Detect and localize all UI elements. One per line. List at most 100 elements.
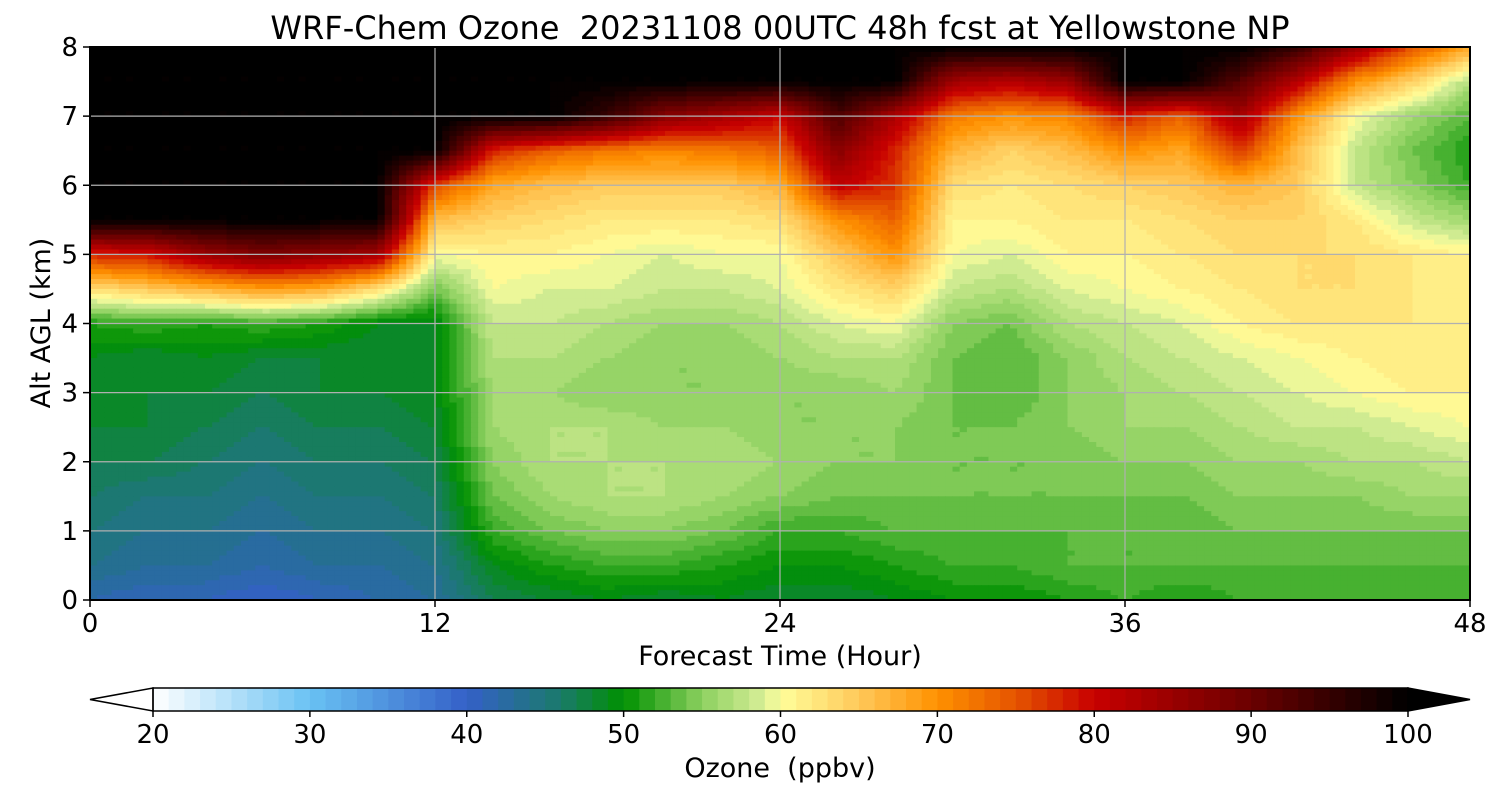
- ozone-cell: [1268, 101, 1277, 107]
- ozone-cell: [413, 111, 422, 117]
- ozone-cell: [1347, 47, 1356, 53]
- ozone-cell: [406, 145, 415, 152]
- ozone-cell: [190, 170, 199, 176]
- ozone-cell: [1268, 96, 1277, 102]
- ozone-cell: [1182, 91, 1191, 97]
- ozone-cell: [557, 170, 565, 176]
- ozone-cell: [700, 121, 709, 127]
- ozone-cell: [1419, 145, 1428, 152]
- ozone-cell: [952, 140, 961, 147]
- ozone-cell: [708, 86, 716, 93]
- ozone-cell: [478, 71, 486, 78]
- ozone-cell: [470, 121, 479, 127]
- ozone-cell: [262, 165, 271, 172]
- ozone-cell: [341, 106, 350, 112]
- ozone-cell: [514, 91, 522, 97]
- ozone-cell: [1311, 121, 1320, 127]
- ozone-cell: [140, 96, 149, 102]
- ozone-cell: [729, 126, 738, 132]
- ozone-cell: [1038, 106, 1047, 112]
- ozone-cell: [1319, 101, 1327, 107]
- ozone-cell: [621, 155, 630, 162]
- ozone-cell: [1347, 76, 1356, 83]
- ozone-cell: [140, 155, 149, 162]
- ozone-cell: [1232, 47, 1241, 53]
- ozone-cell: [1326, 135, 1335, 142]
- ozone-cell: [808, 51, 817, 58]
- ozone-cell: [140, 121, 149, 127]
- ozone-cell: [844, 135, 853, 142]
- ozone-cell: [1283, 106, 1291, 112]
- ozone-cell: [442, 86, 450, 93]
- ozone-cell: [672, 145, 680, 152]
- ozone-cell: [291, 91, 300, 97]
- ozone-cell: [212, 121, 220, 127]
- ozone-cell: [585, 165, 594, 172]
- ozone-cell: [542, 170, 551, 176]
- ozone-cell: [312, 111, 321, 117]
- ozone-cell: [514, 101, 522, 107]
- ozone-cell: [700, 126, 709, 132]
- ozone-cell: [1125, 145, 1133, 152]
- ozone-cell: [837, 86, 846, 93]
- ozone-cell: [607, 140, 616, 147]
- ozone-cell: [895, 155, 903, 162]
- ozone-cell: [808, 121, 817, 127]
- ozone-cell: [478, 126, 486, 132]
- ozone-cell: [758, 165, 767, 172]
- ozone-cell: [463, 96, 472, 102]
- ozone-cell: [887, 86, 896, 93]
- ozone-cell: [1398, 106, 1406, 112]
- ozone-cell: [1390, 81, 1399, 88]
- ozone-cell: [1326, 76, 1335, 83]
- ozone-cell: [808, 66, 817, 73]
- ozone-cell: [1311, 96, 1320, 102]
- ozone-cell: [636, 61, 645, 68]
- ozone-cell: [1240, 81, 1248, 88]
- ozone-cell: [916, 86, 925, 93]
- ozone-cell: [557, 150, 565, 157]
- ozone-cell: [406, 121, 415, 127]
- ozone-cell: [1168, 81, 1176, 88]
- ozone-cell: [657, 81, 666, 88]
- ozone-cell: [902, 165, 910, 172]
- ozone-cell: [665, 116, 673, 122]
- ozone-cell: [830, 81, 839, 88]
- ozone-cell: [1268, 56, 1277, 63]
- ozone-cell: [952, 150, 961, 157]
- ozone-cell: [1362, 116, 1370, 122]
- ozone-cell: [1002, 66, 1011, 73]
- ozone-cell: [1110, 51, 1119, 58]
- ozone-cell: [923, 150, 932, 157]
- ozone-cell: [427, 126, 436, 132]
- ozone-cell: [700, 150, 709, 157]
- ozone-cell: [981, 160, 990, 167]
- ozone-cell: [1362, 96, 1370, 102]
- ozone-cell: [902, 51, 910, 58]
- ozone-cell: [1268, 86, 1277, 93]
- ozone-cell: [981, 140, 990, 147]
- ozone-cell: [988, 145, 997, 152]
- ozone-cell: [269, 56, 278, 63]
- ozone-cell: [154, 96, 163, 102]
- ozone-cell: [1045, 96, 1054, 102]
- ozone-cell: [844, 101, 853, 107]
- ozone-cell: [1355, 71, 1363, 78]
- ozone-cell: [844, 106, 853, 112]
- ozone-cell: [1002, 61, 1011, 68]
- ozone-cell: [564, 91, 573, 97]
- ozone-cell: [255, 106, 264, 112]
- ozone-cell: [751, 96, 760, 102]
- ozone-cell: [722, 51, 731, 58]
- ozone-cell: [1419, 135, 1428, 142]
- ozone-cell: [801, 61, 810, 68]
- ozone-cell: [1333, 51, 1342, 58]
- ozone-cell: [700, 155, 709, 162]
- ozone-cell: [298, 86, 307, 93]
- ozone-cell: [1369, 121, 1378, 127]
- ozone-cell: [1247, 135, 1255, 142]
- ozone-cell: [406, 71, 415, 78]
- ozone-cell: [1153, 66, 1162, 73]
- ozone-cell: [1125, 135, 1133, 142]
- ozone-cell: [830, 111, 839, 117]
